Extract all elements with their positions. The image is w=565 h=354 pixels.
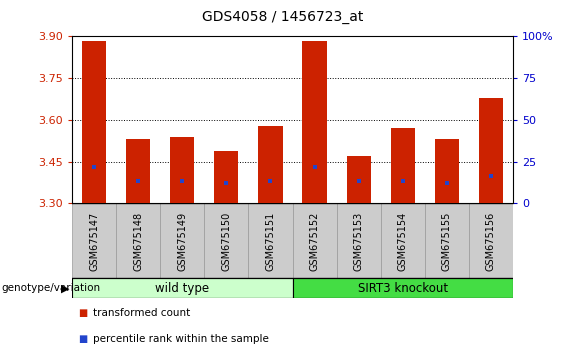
Bar [469, 204, 513, 279]
Bar [214, 150, 238, 204]
Bar [425, 204, 469, 279]
Bar [258, 126, 282, 204]
Text: ■: ■ [77, 334, 87, 344]
Text: GSM675153: GSM675153 [354, 211, 364, 270]
Text: GSM675152: GSM675152 [310, 211, 320, 271]
Bar [82, 41, 106, 204]
Text: GSM675155: GSM675155 [442, 211, 452, 271]
Bar [346, 156, 371, 204]
Text: transformed count: transformed count [93, 308, 191, 318]
Text: GSM675154: GSM675154 [398, 211, 408, 270]
Text: GSM675151: GSM675151 [266, 211, 276, 270]
Bar [434, 139, 459, 204]
Bar [116, 204, 160, 279]
Bar [293, 204, 337, 279]
Bar [72, 279, 293, 298]
Bar [205, 204, 249, 279]
Bar [72, 204, 116, 279]
Text: ▶: ▶ [60, 284, 69, 293]
Bar [293, 279, 513, 298]
Text: SIRT3 knockout: SIRT3 knockout [358, 282, 448, 295]
Bar [302, 41, 327, 204]
Text: percentile rank within the sample: percentile rank within the sample [93, 334, 270, 344]
Text: GSM675150: GSM675150 [221, 211, 231, 270]
Text: GSM675147: GSM675147 [89, 211, 99, 270]
Bar [390, 128, 415, 204]
Bar [126, 139, 150, 204]
Bar [160, 204, 205, 279]
Text: GSM675148: GSM675148 [133, 211, 143, 270]
Bar [381, 204, 425, 279]
Text: GSM675149: GSM675149 [177, 211, 187, 270]
Text: GSM675156: GSM675156 [486, 211, 496, 270]
Bar [337, 204, 381, 279]
Bar [249, 204, 293, 279]
Text: genotype/variation: genotype/variation [1, 284, 100, 293]
Bar [170, 137, 194, 204]
Bar [479, 98, 503, 204]
Text: GDS4058 / 1456723_at: GDS4058 / 1456723_at [202, 10, 363, 24]
Text: wild type: wild type [155, 282, 209, 295]
Text: ■: ■ [77, 308, 87, 318]
